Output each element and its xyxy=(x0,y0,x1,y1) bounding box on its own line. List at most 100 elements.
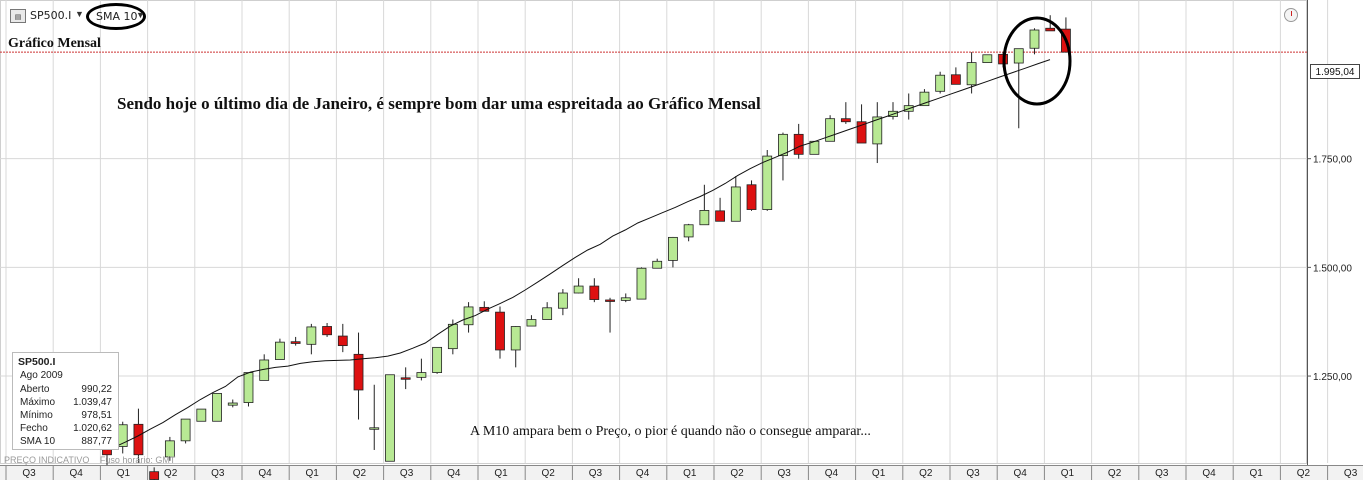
candle-up xyxy=(432,346,443,373)
info-label: Fecho xyxy=(20,423,48,434)
candle-up xyxy=(919,91,930,107)
info-value: 1.020,62 xyxy=(73,423,112,434)
candle-up xyxy=(982,54,993,64)
candle-up xyxy=(1013,48,1024,64)
x-tick-label: Q2 xyxy=(1297,468,1311,479)
candle-down xyxy=(715,210,725,222)
x-tick-label: Q3 xyxy=(778,468,792,479)
annotation-top: Sendo hoje o último dia de Janeiro, é se… xyxy=(117,94,761,113)
x-tick-label: Q2 xyxy=(164,468,178,479)
candle-up xyxy=(652,260,663,269)
candle-down xyxy=(1045,27,1056,32)
x-tick-label: Q1 xyxy=(1061,468,1075,479)
footer-timezone: Fuso horário: GMT xyxy=(99,455,176,465)
candle-up xyxy=(966,62,977,86)
x-axis-band xyxy=(0,465,1363,480)
x-tick-label: Q2 xyxy=(919,468,933,479)
candle-down xyxy=(840,118,851,123)
x-tick-label: Q3 xyxy=(211,468,225,479)
x-tick-label: Q2 xyxy=(730,468,744,479)
candle-up xyxy=(463,306,474,326)
candle-up xyxy=(620,297,631,301)
annotation-bottom: A M10 ampara bem o Preço, o pior é quand… xyxy=(470,424,871,439)
indicator-dropdown-caret-icon[interactable]: ▼ xyxy=(136,10,145,20)
x-tick-label: Q3 xyxy=(1155,468,1169,479)
indicator-selector-label[interactable]: SMA 10 xyxy=(96,10,138,23)
candles xyxy=(102,15,1071,480)
indicator-highlight-circle xyxy=(86,3,146,30)
x-tick-label: Q4 xyxy=(1202,468,1216,479)
x-tick-label: Q2 xyxy=(353,468,367,479)
candle-down xyxy=(495,311,505,351)
info-label: Máximo xyxy=(20,397,56,408)
candle-down xyxy=(793,133,804,155)
candle-up xyxy=(683,224,694,238)
info-row: Máximo 1.039,47 xyxy=(20,397,112,409)
candle-down xyxy=(605,299,615,302)
x-tick-label: Q1 xyxy=(683,468,697,479)
x-tick-label: Q2 xyxy=(1108,468,1122,479)
candle-up xyxy=(699,210,710,226)
candle-down xyxy=(856,121,867,144)
candle-up xyxy=(730,186,741,222)
info-symbol: SP500.I xyxy=(18,356,56,368)
info-box: SP500.I Ago 2009 Aberto 990,22 Máximo 1.… xyxy=(12,352,119,450)
candle-down xyxy=(322,326,332,336)
x-tick-label: Q3 xyxy=(1344,468,1358,479)
symbol-selector-label[interactable]: SP500.I xyxy=(30,9,72,22)
candle-down xyxy=(133,423,144,456)
chart-icon[interactable]: ▤ xyxy=(10,9,26,23)
current-price-tag: 1.995,04 xyxy=(1310,64,1360,79)
x-tick-label: Q4 xyxy=(825,468,839,479)
x-tick-label: Q2 xyxy=(542,468,556,479)
candle-up xyxy=(1029,29,1040,49)
candle-up xyxy=(809,140,820,155)
candle-up xyxy=(385,374,395,462)
info-date: Ago 2009 xyxy=(20,370,63,381)
candle-up xyxy=(212,393,222,422)
candle-up xyxy=(542,307,553,320)
candle-up xyxy=(369,427,380,430)
candle-down xyxy=(400,377,411,380)
x-tick-label: Q3 xyxy=(22,468,36,479)
candle-up xyxy=(196,408,207,422)
info-value: 887,77 xyxy=(81,436,112,447)
candle-down xyxy=(950,74,961,85)
x-tick-label: Q3 xyxy=(589,468,603,479)
candle-up xyxy=(180,418,191,442)
x-tick-label: Q4 xyxy=(70,468,84,479)
plot-area xyxy=(0,0,1307,464)
candle-up xyxy=(668,236,678,261)
candle-up xyxy=(825,118,836,142)
y-tick-label: 1.250,00 xyxy=(1313,372,1352,383)
x-tick-label: Q3 xyxy=(966,468,980,479)
candle-up xyxy=(447,323,458,350)
candle-down xyxy=(589,285,600,300)
candle-up xyxy=(306,326,317,345)
candle-up xyxy=(636,267,647,300)
candle-up xyxy=(573,285,584,294)
info-label: SMA 10 xyxy=(20,436,56,447)
x-tick-label: Q1 xyxy=(306,468,320,479)
candle-down xyxy=(746,184,757,210)
candle-up xyxy=(872,116,883,145)
x-tick-label: Q4 xyxy=(447,468,461,479)
candle-up xyxy=(227,402,238,406)
x-tick-label: Q1 xyxy=(872,468,886,479)
sma-line xyxy=(112,59,1051,449)
candle-down xyxy=(353,353,364,391)
clock-icon[interactable] xyxy=(1284,8,1298,22)
candle-up xyxy=(557,292,568,309)
info-row: Fecho 1.020,62 xyxy=(20,423,112,435)
info-value: 990,22 xyxy=(81,384,112,395)
footer-indicative: PREÇO INDICATIVO xyxy=(4,455,90,465)
chart-toolbar: ▤ SP500.I ▼ SMA 10 ▼ xyxy=(0,0,1308,32)
x-tick-label: Q4 xyxy=(1014,468,1028,479)
candle-up xyxy=(243,372,254,403)
candle-up xyxy=(164,440,175,458)
chart-footer: PREÇO INDICATIVO Fuso horário: GMT xyxy=(4,455,175,465)
x-tick-label: Q1 xyxy=(1250,468,1264,479)
symbol-dropdown-caret-icon[interactable]: ▼ xyxy=(75,9,84,19)
x-tick-label: Q4 xyxy=(636,468,650,479)
